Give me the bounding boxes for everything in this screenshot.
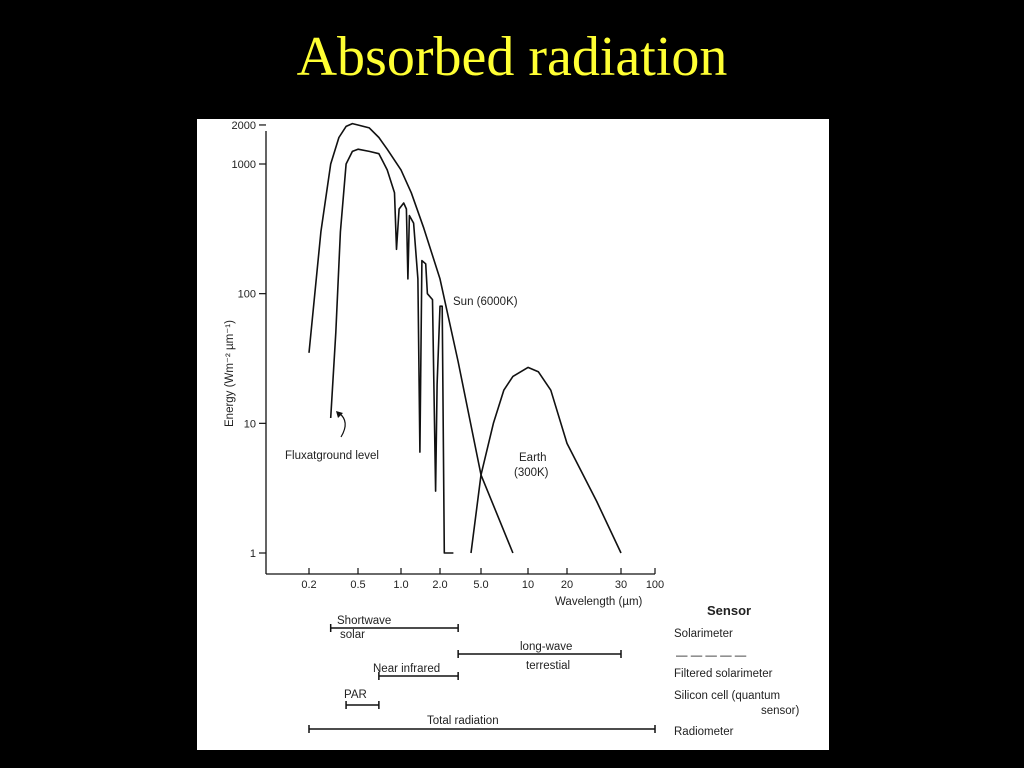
flux-label: Fluxatground level xyxy=(285,450,379,462)
y-tick-label: 10 xyxy=(244,418,256,430)
y-tick-label: 2000 xyxy=(232,120,256,132)
slide-title: Absorbed radiation xyxy=(296,26,728,88)
sun-curve xyxy=(308,122,514,554)
sensor-filtered-solarimeter: Filtered solarimeter xyxy=(674,668,773,680)
sensor-bands xyxy=(308,624,656,733)
y-axis-label: Energy (Wm⁻² µm⁻¹) xyxy=(224,320,236,427)
flux-pointer-arrow xyxy=(338,412,346,438)
flux-pointer-arrowhead xyxy=(336,411,343,418)
series-curves xyxy=(308,122,622,554)
y-tick-label: 1 xyxy=(250,548,256,560)
band-nir-label: Near infrared xyxy=(373,663,440,675)
sun-label: Sun (6000K) xyxy=(453,296,518,308)
chart-figure: 2000 1000 100 10 1 0.2 0.5 1.0 2.0 5.0 10 20 30 100 … xyxy=(197,119,829,750)
band-longwave-label-2: terrestial xyxy=(526,660,570,672)
x-tick-label: 30 xyxy=(615,579,627,591)
band-total-bar xyxy=(308,725,656,733)
x-tick-label: 0.2 xyxy=(301,579,316,591)
x-tick-label: 1.0 xyxy=(393,579,408,591)
x-tick-label: 10 xyxy=(522,579,534,591)
band-nir-bar xyxy=(378,672,459,680)
band-longwave-label: long-wave xyxy=(520,641,572,653)
sensor-dashes: — — — — — xyxy=(676,650,747,662)
x-tick-label: 100 xyxy=(646,579,664,591)
earth-label-temp: (300K) xyxy=(514,467,549,479)
sensor-radiometer: Radiometer xyxy=(674,726,734,738)
band-shortwave-bar xyxy=(329,624,459,632)
y-ticks: 2000 1000 100 10 1 xyxy=(232,120,266,560)
sensor-solarimeter: Solarimeter xyxy=(674,628,733,640)
band-shortwave-label-2: solar xyxy=(340,629,365,641)
axes: 2000 1000 100 10 1 0.2 0.5 1.0 2.0 5.0 10 20 30 100 xyxy=(232,120,665,591)
y-tick-label: 1000 xyxy=(232,159,256,171)
band-par-bar xyxy=(345,701,380,709)
band-shortwave-label: Shortwave xyxy=(337,615,391,627)
ground-flux-curve xyxy=(329,148,454,554)
band-total-label: Total radiation xyxy=(427,715,499,727)
band-longwave-bar xyxy=(457,650,622,658)
band-par-label: PAR xyxy=(344,689,367,701)
earth-curve xyxy=(470,366,622,554)
x-tick-label: 2.0 xyxy=(432,579,447,591)
x-tick-label: 5.0 xyxy=(473,579,488,591)
sensor-silicon-cell-2: sensor) xyxy=(761,705,800,717)
x-tick-label: 20 xyxy=(561,579,573,591)
earth-label: Earth xyxy=(519,452,547,464)
x-axis-label: Wavelength (µm) xyxy=(555,596,643,608)
y-tick-label: 100 xyxy=(238,289,256,301)
sensor-silicon-cell: Silicon cell (quantum xyxy=(674,690,780,702)
x-tick-label: 0.5 xyxy=(350,579,365,591)
sensor-heading: Sensor xyxy=(707,603,751,618)
x-ticks: 0.2 0.5 1.0 2.0 5.0 10 20 30 100 xyxy=(301,568,664,591)
